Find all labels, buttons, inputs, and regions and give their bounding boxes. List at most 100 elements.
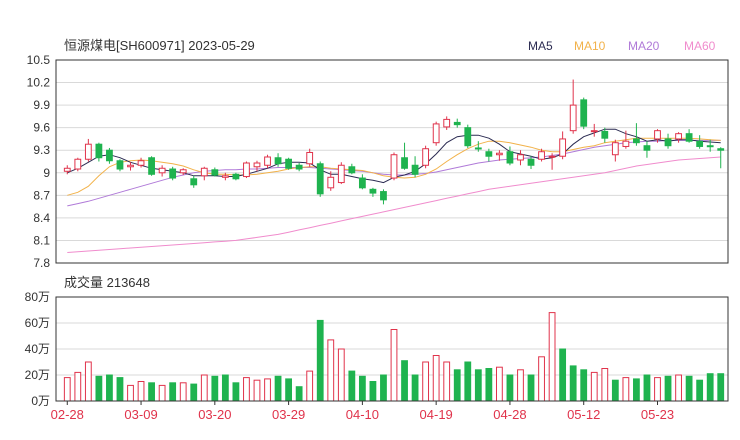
candle [485,148,493,162]
candle-body [538,151,545,160]
volume-bar [622,377,630,402]
volume-bar [474,369,482,402]
volume-bar [464,361,472,402]
volume-bar [453,369,461,402]
volume-tick-label: 20万 [25,368,50,382]
legend-ma5: MA5 [528,39,553,53]
candle [474,141,482,152]
volume-label: 成交量 213648 [64,275,150,290]
volume-bar [717,373,725,402]
candle-body [569,104,577,132]
price-tick-label: 8.7 [33,188,50,202]
volume-bar [348,370,356,402]
candle [654,129,661,143]
candle [358,174,366,190]
candlesticks [63,79,725,205]
candle-body [622,140,630,147]
candle-body [127,164,134,168]
volume-bar [295,386,303,402]
candle [337,162,345,185]
candle-body [253,162,261,168]
volume-bar [538,356,545,402]
volume-tick-label: 0万 [31,394,50,408]
candle [548,153,556,170]
candle [190,175,198,188]
volume-bar [84,361,92,402]
candle-body [601,130,609,139]
candle [580,97,588,130]
volume-bar [137,381,145,402]
price-tick-label: 10.5 [27,53,51,67]
candle [148,156,155,176]
candle-body [464,127,472,147]
volume-bar [390,329,398,402]
candle-body [158,167,166,174]
candle-body [358,177,366,189]
candle-body [179,169,187,174]
candle [717,147,725,169]
candle-body [63,167,71,172]
candle [601,127,609,143]
candle [169,166,177,181]
price-tick-label: 7.8 [33,256,50,270]
volume-bar [327,339,335,402]
volume-bar [211,375,219,402]
candle-body [706,145,714,148]
candle-body [295,164,303,170]
candle-body [369,188,377,194]
date-tick-label: 04-19 [420,407,453,422]
candle [369,187,377,197]
volume-bar [422,361,430,402]
candle-body [74,158,82,170]
volume-bar [675,374,682,402]
candle-body [506,151,514,164]
volume-bar [685,375,693,402]
candle [495,150,503,161]
ma60-line [67,156,721,253]
volume-bar [95,375,103,402]
candle-body [306,151,314,165]
candle [517,150,524,166]
candle-body [517,154,524,161]
volume-bar [643,374,651,402]
volume-bar [485,368,493,402]
volume-bar [169,382,177,402]
volume-bar [580,369,588,402]
volume-bar [601,368,609,402]
volume-bar [443,361,451,402]
candle-body [485,151,493,157]
volume-bar [106,374,113,402]
date-tick-label: 05-23 [641,407,674,422]
candle-body [696,140,704,147]
volume-bar [548,312,556,402]
candle [706,139,714,152]
legend-ma10: MA10 [574,39,606,53]
price-tick-label: 9.3 [33,143,50,157]
candle [200,166,208,181]
price-y-axis: 10.5 10.2 9.9 9.6 9.3 9 8.7 8.4 8.1 7.8 [27,53,51,270]
candle [633,123,640,146]
volume-bar [127,384,134,402]
candle [664,133,672,149]
candle-body [137,160,145,166]
candle-body [411,164,419,175]
volume-bar [569,365,577,402]
candle-body [190,178,198,186]
volume-bar [633,378,640,402]
volume-bar [358,375,366,402]
candle [74,157,82,172]
candle [306,148,314,167]
chart-title: 恒源煤电[SH600971] 2023-05-29 [64,38,255,53]
date-tick-label: 03-29 [272,407,305,422]
candle-body [274,157,282,165]
candle [443,116,451,130]
candle [116,159,124,172]
candle-body [717,148,725,151]
moving-average-lines [67,128,721,253]
date-tick-label: 02-28 [51,407,84,422]
price-tick-label: 8.1 [33,233,50,247]
ma-legend: MA5 MA10 MA20 MA60 [528,39,716,53]
candle [221,172,229,181]
volume-tick-label: 80万 [25,290,50,304]
